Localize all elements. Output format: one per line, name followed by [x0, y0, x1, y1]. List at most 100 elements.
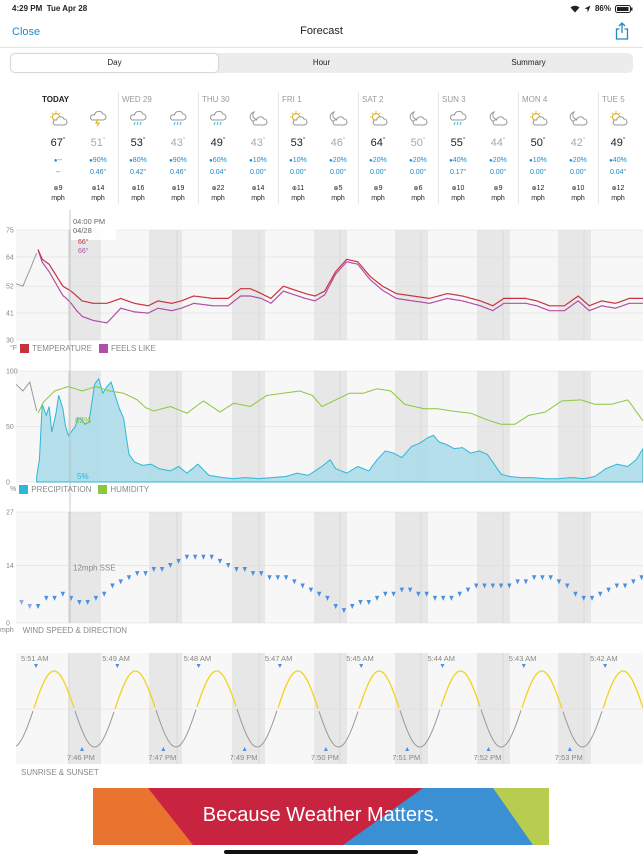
sunset-marker-icon	[405, 747, 410, 751]
wind-arrow-icon	[250, 571, 256, 577]
wind-speed: ⊕12 mph	[611, 185, 625, 202]
wind-arrow-icon	[283, 575, 289, 581]
temperature-value: 43°	[170, 137, 186, 149]
wind-arrow-icon	[565, 583, 570, 589]
temperature-history-line	[15, 252, 38, 287]
sunrise-marker-icon	[440, 664, 445, 668]
day-column[interactable]: SUN 3 55° ●40% 0.17" ⊕10 mph 44° ●20% 0.00" ⊕9 mph	[438, 90, 518, 210]
wind-arrow-icon	[424, 591, 429, 597]
temperature-value: 43°	[250, 137, 266, 149]
percent-unit-label: %	[10, 486, 17, 493]
temperature-legend-label: TEMPERATURE	[32, 344, 92, 353]
tab-hour[interactable]: Hour	[312, 58, 331, 67]
wind-arrow-icon	[52, 595, 57, 601]
temperature-value: 50°	[530, 137, 546, 149]
y-tick-label: 14	[6, 563, 14, 570]
precip-amount: 0.00"	[409, 169, 427, 176]
wind-arrow-icon	[556, 579, 562, 585]
day-column[interactable]: THU 30 49° ●60% 0.04" ⊕22 mph 43° ●10% 0.00" ⊕14 m…	[198, 90, 278, 210]
precip-chance: ●--	[53, 157, 63, 164]
feels-like-legend-label: FEELS LIKE	[110, 344, 156, 353]
wind-speed: ⊕6 mph	[411, 185, 425, 202]
sun-path-day	[33, 670, 643, 710]
close-button[interactable]: Close	[12, 26, 41, 38]
wind-arrow-icon	[275, 575, 281, 581]
wind-arrow-icon	[589, 595, 595, 601]
rain-icon	[450, 110, 467, 126]
sunrise-time: 5:44 AM	[428, 654, 456, 663]
night-shade	[232, 230, 265, 340]
wind-arrow-icon	[192, 554, 198, 560]
humidity-swatch	[98, 485, 108, 494]
daily-forecast-strip[interactable]: TODAY 67° ●-- -- ⊕9 mph 51° ●90% 0.46" ⊕14 mph WED …	[38, 90, 643, 210]
temperature-swatch	[20, 344, 30, 353]
day-column[interactable]: TODAY 67° ●-- -- ⊕9 mph 51° ●90% 0.46" ⊕14 mph	[38, 90, 118, 210]
status-time: 4:29 PM	[12, 4, 43, 13]
wind-arrow-icon: ⊕	[291, 186, 297, 192]
day-column[interactable]: SAT 2 64° ●20% 0.00" ⊕9 mph 50° ●20% 0.00" ⊕6 mph	[358, 90, 438, 210]
tab-summary[interactable]: Summary	[511, 58, 546, 67]
temperature-value: 67°	[50, 137, 66, 149]
cursor-feels-like: 66°	[78, 247, 89, 255]
y-tick-label: 64	[6, 254, 14, 261]
daytime-forecast: 55° ●40% 0.17" ⊕10 mph	[438, 110, 478, 203]
precip-amount: 0.46"	[169, 169, 187, 176]
daytime-forecast: 49° ●60% 0.04" ⊕22 mph	[198, 110, 238, 203]
wind-arrow-icon	[85, 599, 90, 605]
day-divider	[118, 92, 119, 204]
precip-chance: ●20%	[409, 157, 427, 164]
cursor-temperature: 66°	[78, 238, 89, 246]
sunset-time: 7:50 PM	[311, 753, 339, 762]
precip-amount: 0.46"	[89, 169, 107, 176]
wind-arrow-icon	[201, 554, 206, 560]
ad-banner[interactable]: Because Weather Matters.	[93, 788, 549, 845]
day-column[interactable]: MON 4 50° ●10% 0.00" ⊕12 mph 42° ●20% 0.00" ⊕10 mp…	[518, 90, 598, 210]
sun-legend: SUNRISE & SUNSET	[21, 768, 99, 777]
sunset-time: 7:49 PM	[230, 753, 258, 762]
wind-arrow-icon	[259, 571, 264, 577]
wind-arrow-icon	[325, 595, 330, 601]
partly-sunny-icon	[370, 111, 388, 126]
day-name: TODAY	[42, 95, 70, 104]
day-name: MON 4	[522, 95, 548, 104]
y-tick-label: 0	[6, 480, 10, 487]
wind-speed: ⊕14 mph	[91, 185, 105, 202]
sunrise-time: 5:45 AM	[346, 654, 374, 663]
sunset-time: 7:52 PM	[474, 753, 502, 762]
wind-arrow-icon	[631, 579, 636, 585]
wind-arrow-icon	[507, 583, 512, 589]
sunrise-time: 5:42 AM	[590, 654, 618, 663]
raindrop-icon: ●	[369, 158, 373, 164]
share-icon[interactable]	[615, 22, 629, 40]
wind-arrow-icon	[515, 579, 520, 585]
precip-amount: 0.04"	[209, 169, 227, 176]
precip-chance: ●10%	[529, 157, 547, 164]
day-name: SAT 2	[362, 95, 384, 104]
sunrise-time: 5:43 AM	[509, 654, 537, 663]
wind-arrow-icon: ⊕	[373, 186, 379, 192]
wind-arrow-icon	[350, 604, 355, 610]
wind-speed: ⊕9 mph	[371, 185, 385, 202]
wind-arrow-icon	[35, 604, 41, 610]
wind-arrow-icon: ⊕	[413, 186, 419, 192]
precip-chance: ●40%	[449, 157, 467, 164]
wind-arrow-icon: ⊕	[211, 186, 217, 192]
raindrop-icon: ●	[609, 158, 613, 164]
day-column[interactable]: FRI 1 53° ●10% 0.00" ⊕11 mph 46° ●20% 0.00" ⊕5 mph	[278, 90, 358, 210]
night-shade	[68, 653, 101, 764]
battery-percent: 86%	[594, 4, 611, 13]
precip-chance: ●40%	[609, 157, 627, 164]
raindrop-icon: ●	[89, 158, 93, 164]
wind-arrow-icon	[60, 591, 66, 597]
night-shade	[558, 230, 591, 340]
wind-arrow-icon	[118, 579, 123, 585]
tab-day[interactable]: Day	[11, 54, 218, 72]
partly-cloudy-night-icon	[489, 111, 508, 126]
sunrise-marker-icon	[196, 664, 201, 668]
y-tick-label: 0	[6, 621, 10, 628]
day-column[interactable]: TUE 5 49° ●40% 0.04" ⊕12 mph	[598, 90, 643, 210]
y-tick-label: 50	[6, 424, 14, 431]
day-column[interactable]: WED 29 53° ●80% 0.42" ⊕16 mph 43° ●90% 0.46" ⊕19 m…	[118, 90, 198, 210]
raindrop-icon: ●	[129, 158, 133, 164]
